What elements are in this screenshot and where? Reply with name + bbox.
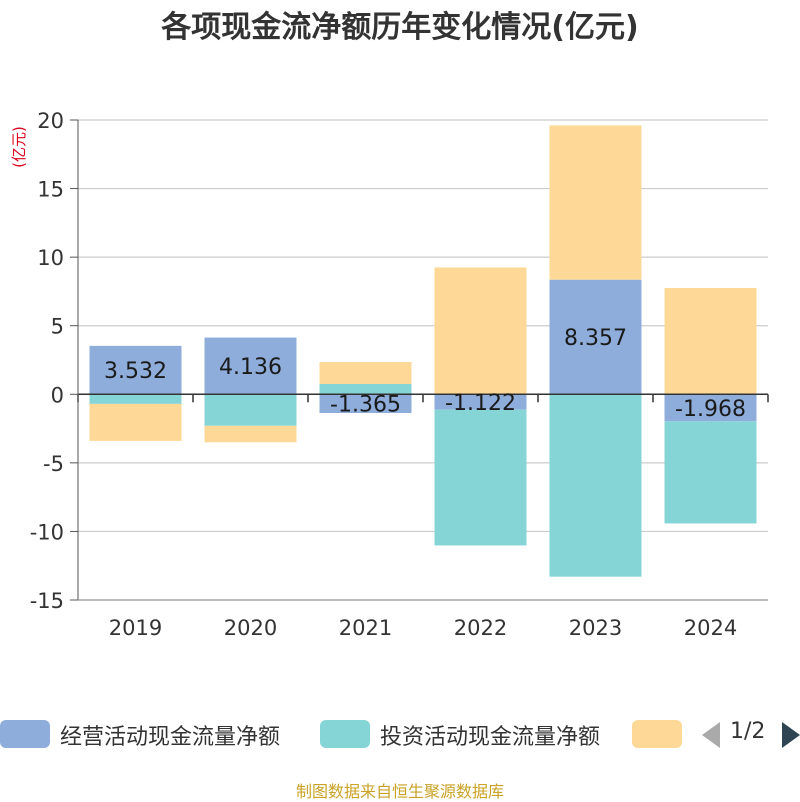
bar-series2-2024[interactable] [664,288,757,395]
bar-series1-2019[interactable] [89,394,182,404]
data-label-2019: 3.532 [104,359,167,384]
bar-series0-2020[interactable] [204,337,297,395]
bar-series2-2022[interactable] [434,267,527,395]
bar-series1-2023[interactable] [549,394,642,577]
bar-series1-2022[interactable] [434,409,527,546]
legend: 经营活动现金流量净额 投资活动现金流量净额 1/2 [0,714,800,754]
legend-swatch-third [632,720,682,748]
x-tick-label: 2021 [339,616,392,640]
data-label-2022: -1.122 [445,391,516,416]
x-tick-label: 2019 [109,616,162,640]
legend-swatch-operating [0,720,50,748]
x-tick-label: 2022 [454,616,507,640]
y-tick-label: 0 [51,383,64,407]
chart-title: 各项现金流净额历年变化情况(亿元) [161,10,639,45]
bar-series2-2021[interactable] [319,362,412,384]
bar-series2-2023[interactable] [549,125,642,280]
y-tick-label: 15 [37,178,64,202]
y-tick-label: -5 [43,452,64,476]
bar-series0-2021[interactable] [319,394,412,414]
data-label-2023: 8.357 [564,326,627,351]
legend-label-operating: 经营活动现金流量净额 [60,725,281,750]
x-tick-label: 2023 [569,616,622,640]
data-label-2020: 4.136 [219,355,282,380]
y-tick-label: 10 [37,246,64,270]
bar-series1-2021[interactable] [319,384,412,395]
bar-series0-2019[interactable] [89,345,182,395]
legend-label-investing: 投资活动现金流量净额 [380,725,601,750]
legend-page-indicator: 1/2 [730,719,766,744]
y-tick-label: -10 [30,520,64,544]
legend-next-page-icon[interactable] [782,722,800,748]
y-tick-label: 20 [37,109,64,133]
x-tick-label: 2024 [684,616,737,640]
bar-series2-2020[interactable] [204,425,297,443]
bar-series1-2024[interactable] [664,421,757,524]
data-label-2021: -1.365 [330,393,401,418]
y-tick-label: -15 [30,589,64,613]
data-labels: 3.532 4.136 -1.365 -1.122 8.357 -1.968 [104,326,746,422]
data-source-note: 制图数据来自恒生聚源数据库 [295,782,504,801]
axes [70,119,769,601]
bar-series1-2020[interactable] [204,394,297,426]
bar-series0-2022[interactable] [434,394,527,410]
bar-series2-2019[interactable] [89,403,182,441]
x-tick-label: 2020 [224,616,277,640]
bar-series0-2023[interactable] [549,279,642,395]
bar-chart: 20 15 10 5 0 -5 -10 -15 2019 2020 2021 2022 2023 2024… [10,109,769,640]
legend-prev-page-icon[interactable] [702,722,720,748]
legend-swatch-investing [320,720,370,748]
data-label-2024: -1.968 [675,397,746,422]
bars [89,125,757,577]
bar-series0-2024[interactable] [664,394,757,422]
y-tick-label: 5 [51,315,64,339]
y-unit-label: (亿元) [10,126,28,168]
tick-labels: 20 15 10 5 0 -5 -10 -15 2019 2020 2021 2022 2023 2024 [30,109,738,640]
